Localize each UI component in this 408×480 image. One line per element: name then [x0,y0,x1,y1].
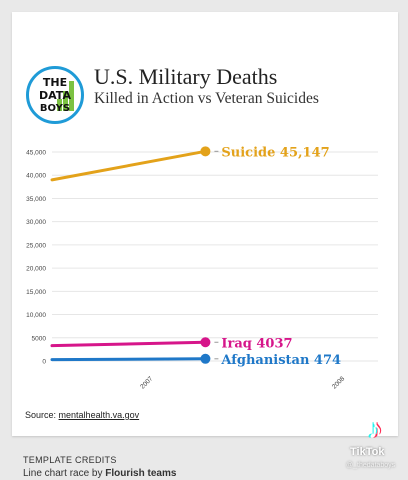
credits-line: Line chart race by Flourish teams [23,468,176,479]
series-point-suicide [200,146,211,157]
x-tick-label: 2007 [139,375,154,390]
y-tick-label: 35,000 [26,196,46,203]
credits-heading: TEMPLATE CREDITS [23,455,117,465]
y-tick-label: 40,000 [26,173,46,180]
y-tick-label: 10,000 [26,312,46,319]
data-boys-logo: THE DATA BOYS [26,66,84,124]
music-note-icon: ♪ [368,413,382,444]
series-label-iraq: Iraq 4037 [221,336,292,351]
y-tick-label: 15,000 [26,289,46,296]
y-tick-label: 5000 [32,335,47,342]
tiktok-wordmark: TikTok [350,446,385,458]
series-label-afghanistan: Afghanistan 474 [220,353,341,368]
chart-title: U.S. Military Deaths [94,64,278,89]
x-tick-label: 2008 [331,375,346,390]
tiktok-handle: @_thedataboys [346,462,396,469]
source-note: Source: mentalhealth.va.gov [25,410,139,420]
series-line-iraq [50,340,207,348]
chart-subtitle: Killed in Action vs Veteran Suicides [94,90,319,107]
series-line-afghanistan [50,357,207,362]
series-label-suicide: Suicide 45,147 [221,145,329,160]
series-point-afghanistan [200,353,211,364]
credits-team: Flourish teams [105,468,177,479]
series-point-iraq [200,337,211,348]
series-line-suicide [50,149,207,182]
credits-prefix: Line chart race by [23,468,103,479]
logo-line-3: BOYS [39,103,71,114]
y-tick-label: 30,000 [26,219,46,226]
logo-line-1: THE [42,76,68,89]
y-tick-label: 0 [42,359,46,366]
y-tick-label: 25,000 [26,242,46,249]
y-tick-label: 20,000 [26,266,46,273]
source-link[interactable]: mentalhealth.va.gov [58,410,140,420]
logo-line-2: DATA [39,89,71,102]
source-label: Source: [25,410,57,420]
y-tick-label: 45,000 [26,150,46,157]
bar-chart-logo-icon [57,81,75,111]
